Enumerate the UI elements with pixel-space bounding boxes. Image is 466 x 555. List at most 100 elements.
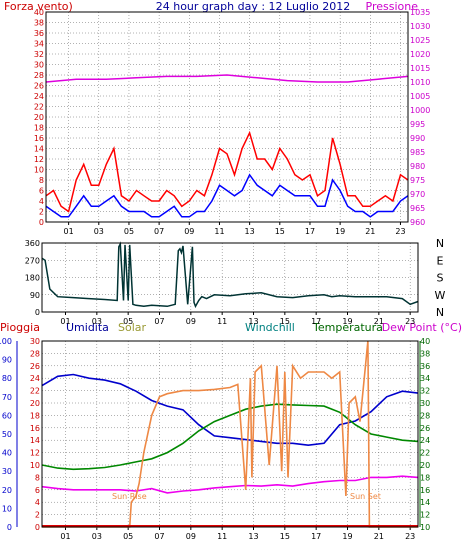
wind-ytick-label: 16 [34,134,44,143]
wind-direction-frame [41,242,419,313]
pressure-ytick-label: 1000 [410,106,430,115]
pressure-series [45,74,409,83]
p2-xtick-label: 17 [311,317,321,326]
wind-pressure-panel: 0246810121416182022242628303234363840960… [34,8,431,236]
direction-ytick-label: 90 [30,291,40,300]
wind-ytick-label: 24 [34,92,44,101]
pressure-ytick-label: 1015 [410,64,430,73]
p3-xtick-label: 13 [248,532,258,541]
pressure-ytick-label: 1025 [410,36,430,45]
compass-label: W [435,289,446,302]
temperature-ytick-label: 16 [420,486,430,495]
temperature-ytick-label: 18 [420,473,430,482]
p1-xtick-label: 07 [154,227,164,236]
pressure-ytick-label: 1010 [410,78,430,87]
p1-xtick-label: 09 [184,227,194,236]
rain-ytick-label: 6 [35,486,40,495]
sun-rise-annotation: Sun Rise [112,492,147,501]
humidity-label: Umidita [66,321,109,334]
pressure-ytick-label: 990 [410,134,425,143]
wind-ytick-label: 0 [39,218,44,227]
pressure-ytick-label: 970 [410,190,425,199]
temperature-ytick-label: 26 [420,424,430,433]
temperature-ytick-label: 20 [420,461,430,470]
pressure-axis-label: Pressione [366,0,419,13]
rain-label: Pioggia [0,321,40,334]
p3-xtick-label: 09 [186,532,196,541]
rain-ytick-label: 28 [30,349,40,358]
direction-ytick-label: 270 [25,256,40,265]
p1-xtick-label: 23 [395,227,405,236]
humidity-ytick-label: 40 [2,449,12,458]
wind-ytick-label: 30 [34,61,44,70]
rain-ytick-label: 22 [30,387,40,396]
pressure-ytick-label: 980 [410,162,425,171]
p2-xtick-label: 21 [374,317,384,326]
temperature-ytick-label: 24 [420,436,430,445]
dewpoint-series [41,475,419,494]
rain-ytick-label: 4 [35,498,40,507]
wind-ytick-label: 22 [34,103,44,112]
rain-ytick-label: 18 [30,411,40,420]
p1-xtick-label: 19 [335,227,345,236]
wind-direction-series [41,241,419,309]
compass-label: E [437,254,444,267]
wind-ytick-label: 26 [34,82,44,91]
humidity-ytick-label: 30 [2,467,12,476]
rain-ytick-label: 24 [30,374,40,383]
windchill-label: Windchill [245,321,295,334]
p2-xtick-label: 13 [248,317,258,326]
rain-ytick-label: 14 [30,436,40,445]
p1-xtick-label: 15 [275,227,285,236]
pressure-ytick-label: 965 [410,204,425,213]
p1-xtick-label: 11 [214,227,224,236]
humidity-temperature-frame [41,340,419,528]
wind-average-series [45,173,409,218]
temperature-ytick-label: 12 [420,511,430,520]
rain-ytick-label: 26 [30,362,40,371]
temperature-ytick-label: 22 [420,449,430,458]
wind-ytick-label: 4 [39,197,44,206]
p1-xtick-label: 05 [124,227,134,236]
humidity-series [41,373,419,447]
pressure-ytick-label: 985 [410,148,425,157]
humidity-ytick-label: 100 [0,337,12,346]
temperature-series [41,403,419,471]
temperature-ytick-label: 28 [420,411,430,420]
humidity-ytick-label: 70 [2,393,12,402]
solar-label: Solar [118,321,147,334]
pressure-ytick-label: 1030 [410,22,430,31]
wind-ytick-label: 8 [39,176,44,185]
solar-series [42,340,418,528]
wind-ytick-label: 10 [34,166,44,175]
wind-ytick-label: 14 [34,145,44,154]
p3-xtick-label: 01 [60,532,70,541]
p1-xtick-label: 01 [64,227,74,236]
humidity-ytick-label: 0 [7,523,12,532]
direction-ytick-label: 0 [35,308,40,317]
p2-xtick-label: 19 [342,317,352,326]
p1-xtick-label: 21 [365,227,375,236]
wind-ytick-label: 32 [34,50,44,59]
sun-set-annotation: Sun Set [350,492,381,501]
wind-ytick-label: 18 [34,124,44,133]
p1-xtick-label: 03 [94,227,104,236]
humidity-ytick-label: 20 [2,486,12,495]
p3-xtick-label: 17 [311,532,321,541]
pressure-ytick-label: 1020 [410,50,430,59]
rain-ytick-label: 8 [35,473,40,482]
temperature-ytick-label: 10 [420,523,430,532]
humidity-ytick-label: 90 [2,356,12,365]
p3-xtick-label: 05 [123,532,133,541]
direction-ytick-label: 360 [25,239,40,248]
humidity-temperature-panel: 0102030405060708090100024681012141618202… [0,337,430,541]
p2-xtick-label: 15 [280,317,290,326]
p2-xtick-label: 07 [154,317,164,326]
rain-ytick-label: 20 [30,399,40,408]
wind-ytick-label: 20 [34,113,44,122]
wind-pressure-frame [45,11,409,223]
pressure-ytick-label: 1005 [410,92,430,101]
p3-xtick-label: 21 [374,532,384,541]
dewpoint-label: Dew Point (°C) [382,321,462,334]
